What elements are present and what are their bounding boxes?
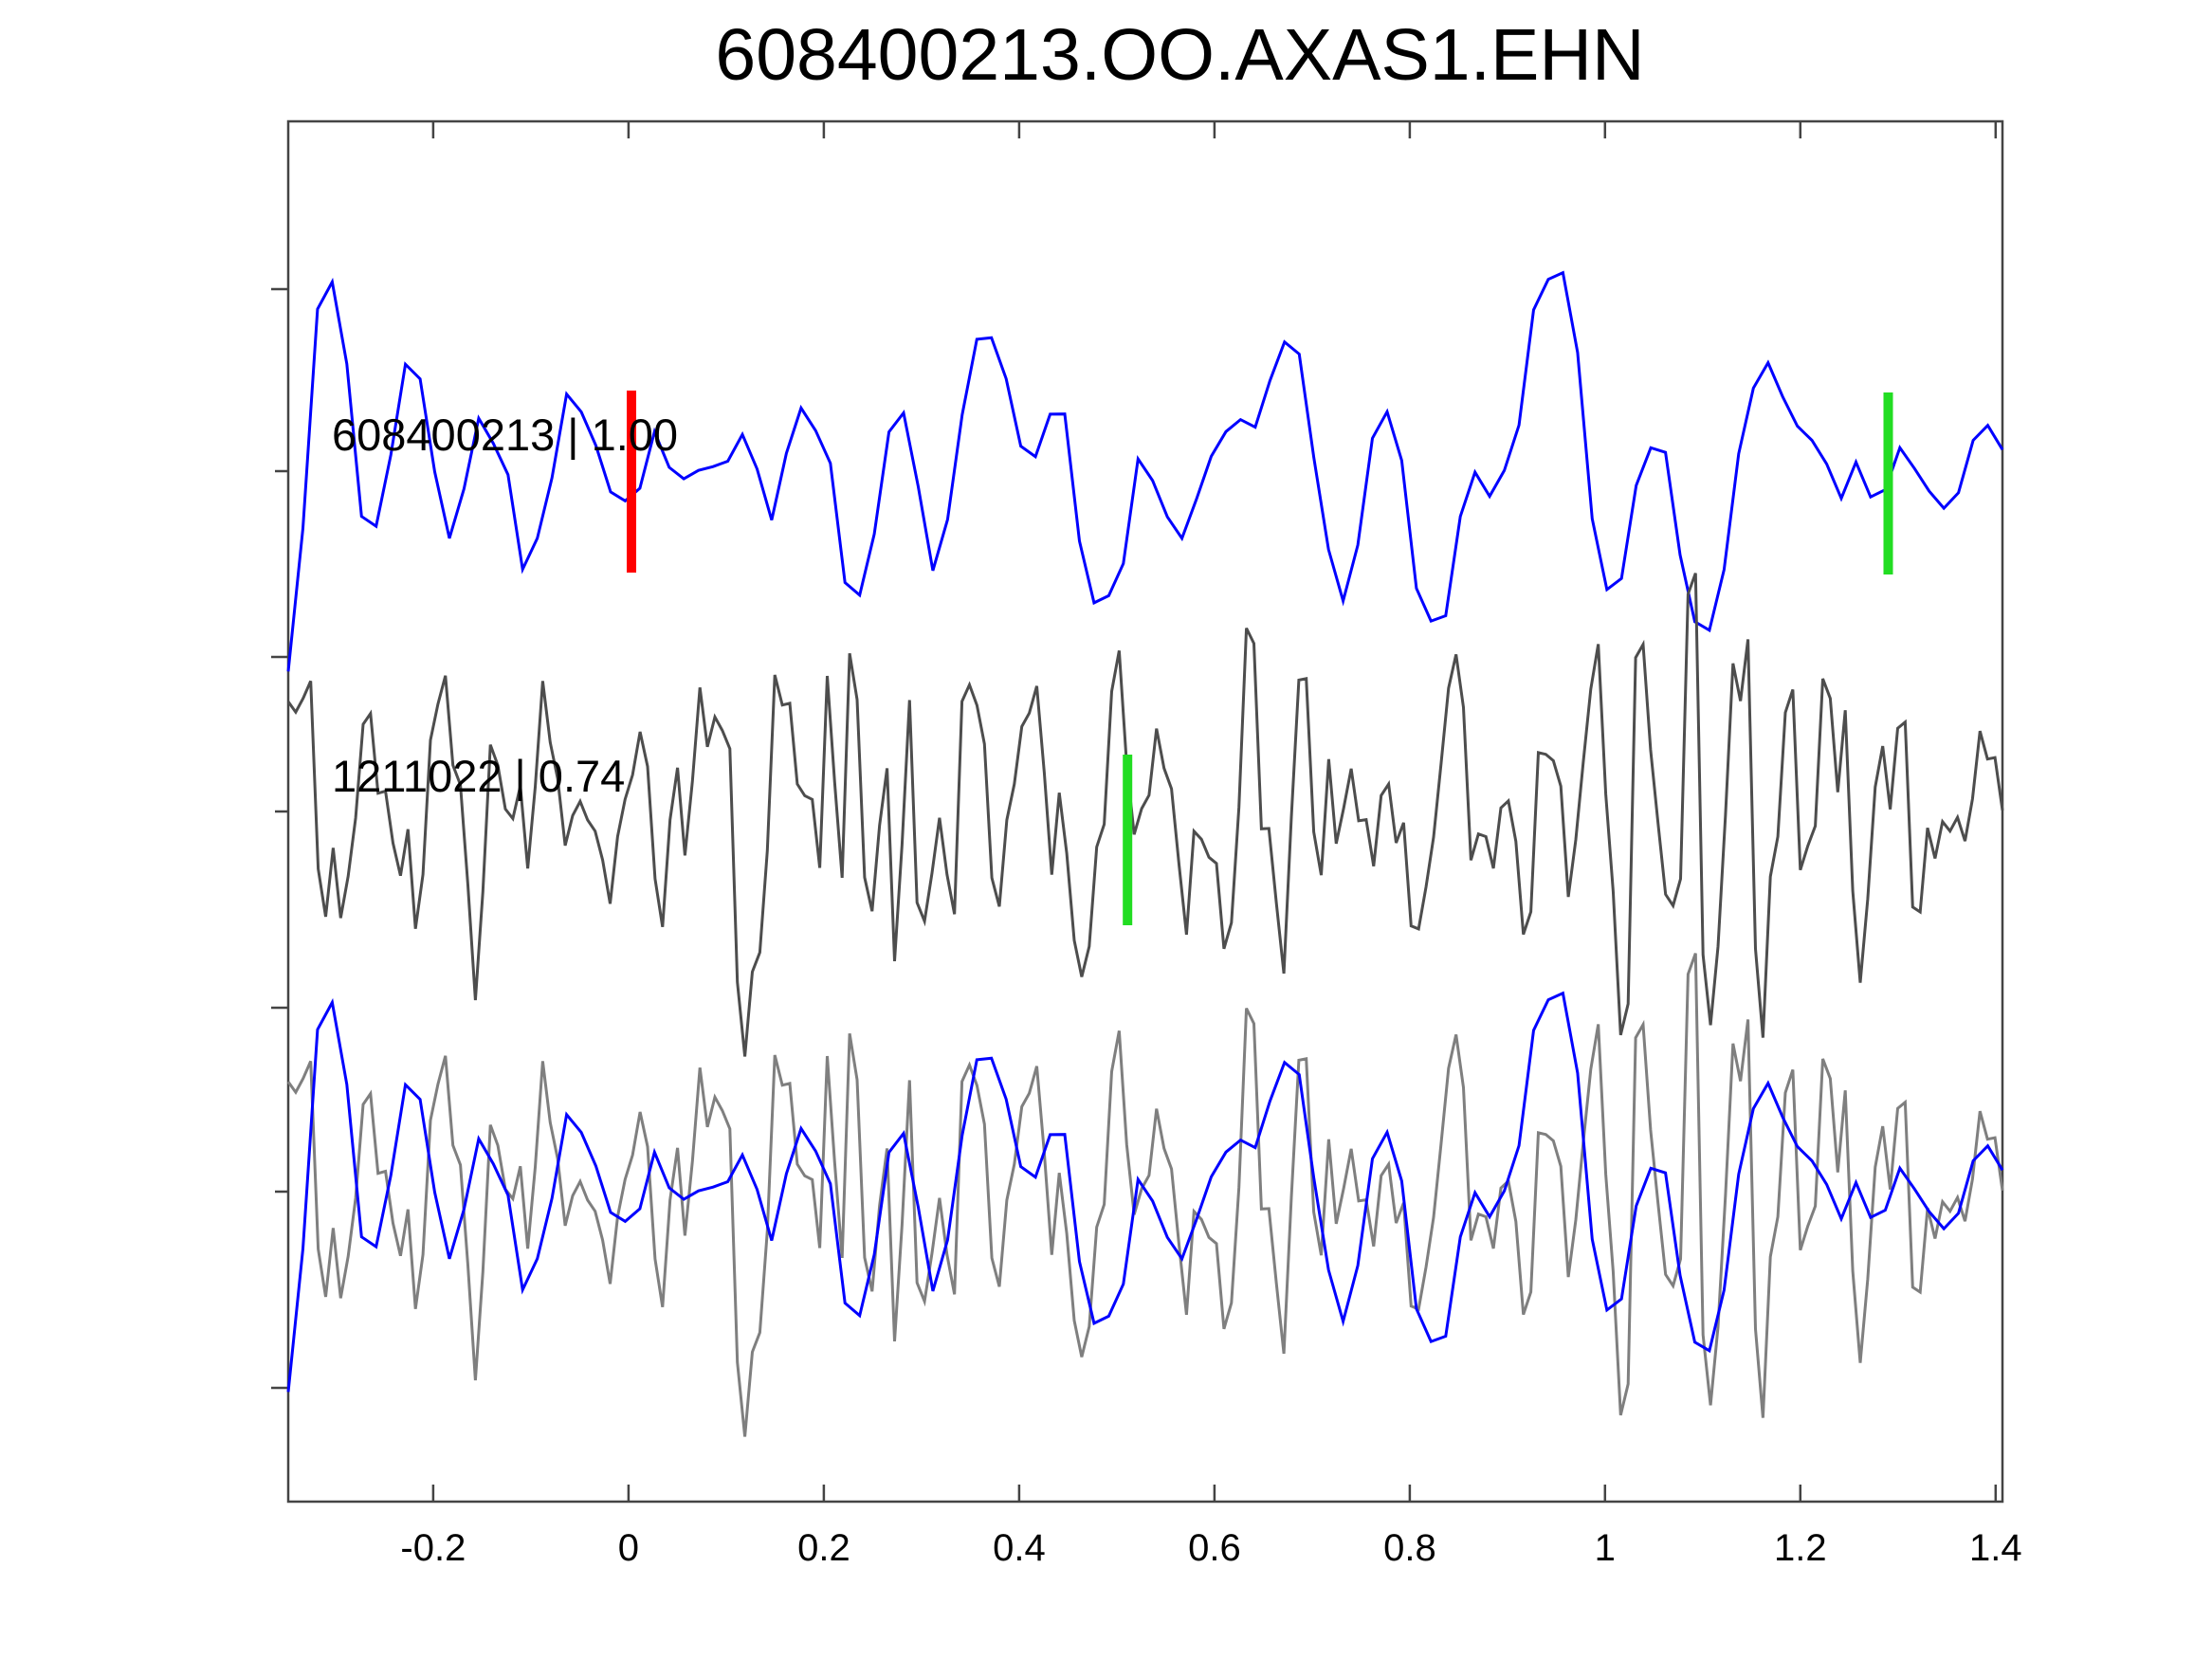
svg-text:0.8: 0.8 (1383, 1527, 1436, 1569)
svg-text:1.4: 1.4 (1969, 1527, 2022, 1569)
svg-text:1211022 | 0.74: 1211022 | 0.74 (332, 751, 625, 801)
svg-text:1: 1 (1595, 1527, 1616, 1569)
svg-text:0.4: 0.4 (993, 1527, 1046, 1569)
svg-text:1.2: 1.2 (1774, 1527, 1827, 1569)
svg-text:0.6: 0.6 (1188, 1527, 1241, 1569)
svg-text:0: 0 (618, 1527, 639, 1569)
svg-text:608400213 | 1.00: 608400213 | 1.00 (332, 410, 678, 460)
svg-text:-0.2: -0.2 (400, 1527, 466, 1569)
svg-text:0.2: 0.2 (797, 1527, 850, 1569)
